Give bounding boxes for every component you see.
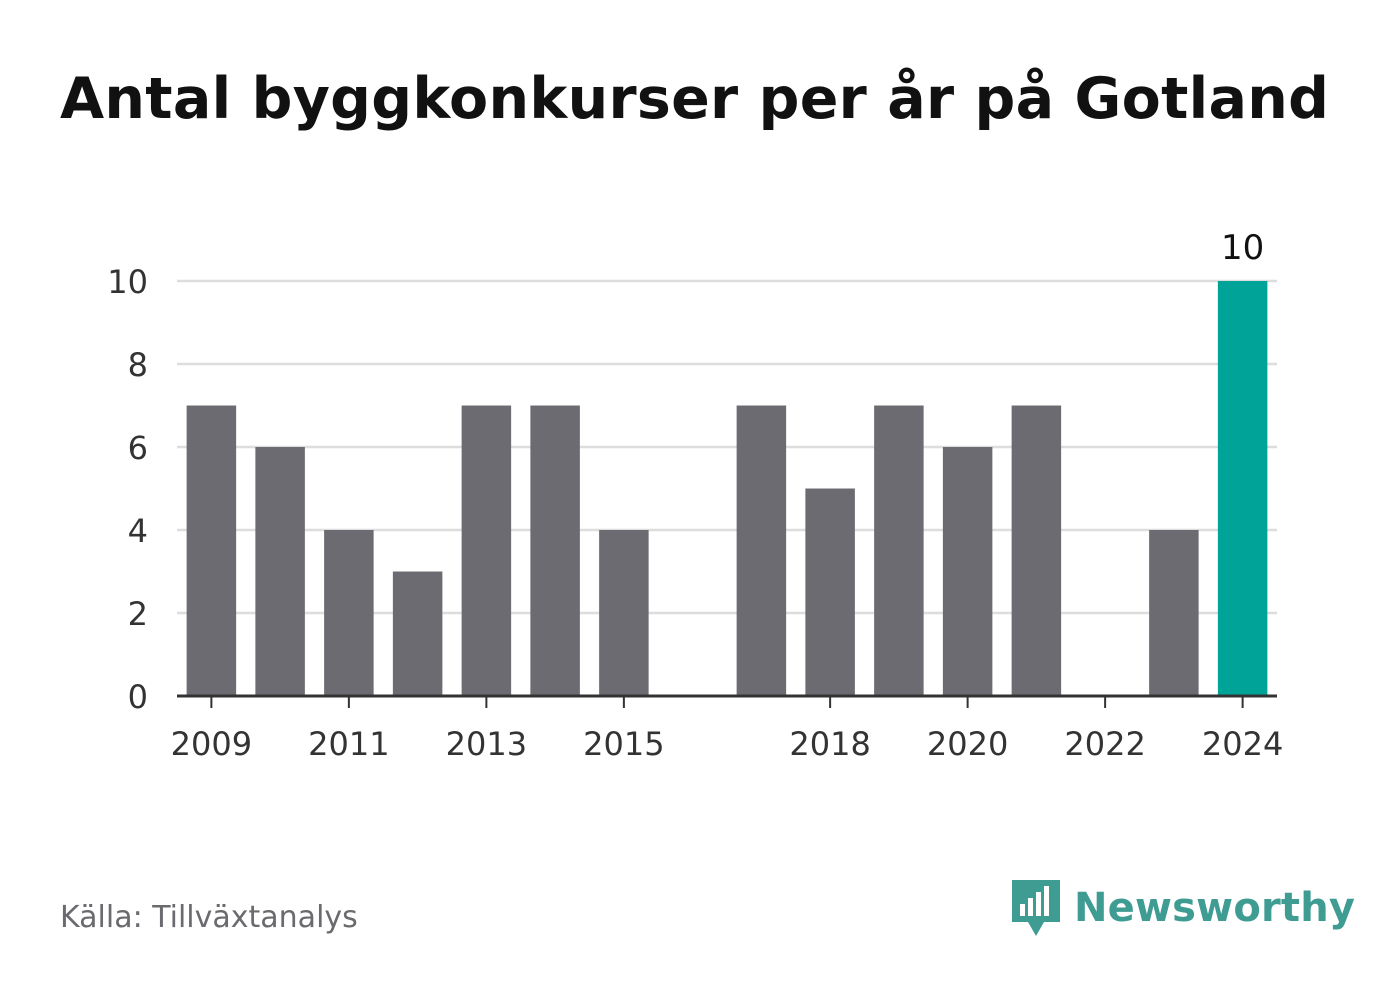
y-tick-label: 4 — [128, 512, 148, 550]
x-tick-label: 2011 — [308, 725, 389, 763]
bar-2017 — [736, 405, 787, 696]
x-tick-label: 2022 — [1064, 725, 1145, 763]
bar-2021 — [1011, 405, 1062, 696]
bar-2019 — [874, 405, 924, 696]
y-tick-label: 10 — [107, 263, 148, 301]
newsworthy-logo-icon — [1012, 880, 1060, 936]
x-tick-label: 2020 — [927, 725, 1008, 763]
source-note: Källa: Tillväxtanalys — [60, 900, 358, 935]
axes — [177, 694, 1277, 708]
data-label-2024: 10 — [1221, 228, 1264, 268]
brand-logo[interactable]: Newsworthy — [1010, 878, 1355, 938]
bars — [186, 281, 1268, 696]
bar-2011 — [324, 530, 374, 696]
y-tick-label: 8 — [128, 346, 148, 384]
x-tick-label: 2015 — [583, 725, 664, 763]
x-tick-label: 2024 — [1202, 725, 1283, 763]
tick-labels: 0 2 4 6 8 10 10 2009 2011 2013 2015 2018 2020 2022 202… — [107, 228, 1283, 763]
bar-2012 — [392, 571, 443, 696]
bar-2009 — [186, 405, 237, 696]
bar-2014 — [530, 405, 580, 696]
brand-name: Newsworthy — [1074, 885, 1356, 931]
chart-title: Antal byggkonkurser per år på Gotland — [60, 66, 1330, 132]
bar-2015 — [599, 530, 649, 696]
bar-2020 — [942, 447, 993, 696]
bar-2010 — [255, 447, 305, 696]
x-tick-label: 2009 — [171, 725, 252, 763]
y-tick-label: 0 — [128, 678, 148, 716]
bar-2023 — [1149, 530, 1199, 696]
y-tick-label: 6 — [128, 429, 148, 467]
x-tick-label: 2018 — [789, 725, 870, 763]
bar-highlight-2024 — [1217, 281, 1268, 696]
x-tick-label: 2013 — [446, 725, 527, 763]
bar-2013 — [461, 405, 512, 696]
y-tick-label: 2 — [128, 595, 148, 633]
bar-2018 — [805, 488, 855, 696]
